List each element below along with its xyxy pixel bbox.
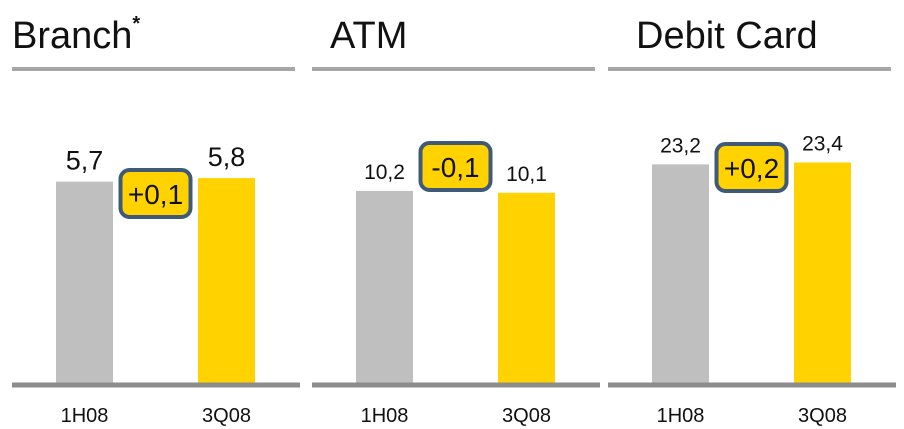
x-tick-label: 3Q08 bbox=[202, 405, 251, 427]
delta-label: +0,1 bbox=[128, 179, 183, 210]
chart-title: ATM bbox=[330, 15, 407, 57]
delta-badge bbox=[118, 168, 193, 219]
bar bbox=[498, 192, 555, 384]
x-tick-label: 3Q08 bbox=[798, 405, 847, 427]
value-label: 5,8 bbox=[208, 142, 246, 172]
delta-badge bbox=[418, 141, 493, 192]
bar bbox=[56, 181, 113, 384]
value-label: 23,2 bbox=[660, 134, 701, 157]
bar bbox=[198, 178, 255, 384]
chart-title: Branch* bbox=[12, 13, 140, 57]
x-tick-label: 1H08 bbox=[61, 405, 109, 427]
delta-label: -0,1 bbox=[431, 152, 479, 183]
bar bbox=[794, 162, 851, 384]
value-label: 23,4 bbox=[802, 132, 843, 155]
delta-label: +0,2 bbox=[724, 153, 779, 184]
chart-title: Debit Card bbox=[636, 15, 818, 57]
bar bbox=[652, 164, 709, 384]
x-tick-label: 1H08 bbox=[361, 405, 409, 427]
value-label: 10,1 bbox=[506, 163, 547, 186]
title-mark: * bbox=[132, 13, 140, 35]
delta-badge bbox=[714, 142, 789, 193]
x-tick-label: 1H08 bbox=[657, 405, 705, 427]
x-tick-label: 3Q08 bbox=[502, 405, 551, 427]
value-label: 10,2 bbox=[364, 161, 405, 184]
value-label: 5,7 bbox=[66, 146, 104, 176]
bar bbox=[356, 190, 413, 384]
